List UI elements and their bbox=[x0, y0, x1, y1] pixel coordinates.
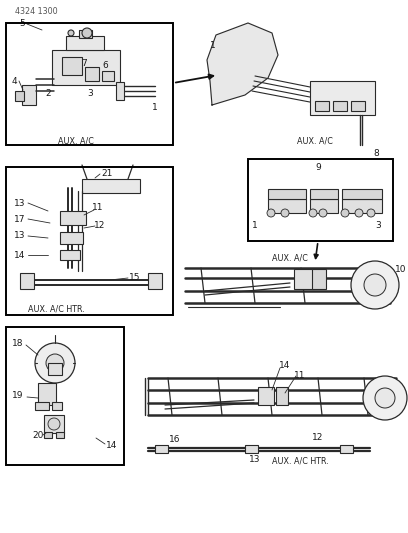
Text: 2: 2 bbox=[45, 88, 51, 98]
Text: 12: 12 bbox=[312, 433, 324, 442]
Bar bbox=[294, 269, 314, 289]
Circle shape bbox=[46, 354, 64, 372]
Text: 8: 8 bbox=[373, 149, 379, 157]
Text: 13: 13 bbox=[14, 198, 26, 207]
Bar bbox=[148, 273, 162, 289]
Text: 18: 18 bbox=[12, 338, 24, 348]
Bar bbox=[248, 159, 393, 241]
Text: 10: 10 bbox=[395, 265, 407, 274]
Bar bbox=[315, 101, 329, 111]
Circle shape bbox=[351, 261, 399, 309]
Text: 6: 6 bbox=[102, 61, 108, 69]
Text: 3: 3 bbox=[375, 221, 381, 230]
Text: 5: 5 bbox=[19, 19, 25, 28]
Text: 17: 17 bbox=[14, 214, 26, 223]
Text: 1: 1 bbox=[210, 42, 216, 51]
Bar bbox=[342, 189, 382, 199]
Text: 1: 1 bbox=[152, 103, 158, 112]
Circle shape bbox=[48, 418, 60, 430]
Bar bbox=[48, 363, 62, 375]
Text: AUX. A/C HTR.: AUX. A/C HTR. bbox=[272, 456, 328, 465]
Bar bbox=[44, 415, 64, 433]
Text: 15: 15 bbox=[129, 273, 141, 282]
Bar bbox=[245, 445, 258, 453]
Bar bbox=[312, 269, 326, 289]
Bar bbox=[155, 445, 168, 453]
Text: AUX. A/C: AUX. A/C bbox=[272, 254, 308, 262]
Bar bbox=[82, 179, 140, 193]
Text: 13: 13 bbox=[249, 455, 261, 464]
Bar bbox=[342, 199, 382, 213]
Text: 14: 14 bbox=[14, 251, 26, 260]
Bar bbox=[79, 30, 92, 38]
Bar bbox=[6, 327, 124, 465]
Circle shape bbox=[341, 209, 349, 217]
Circle shape bbox=[375, 388, 395, 408]
Bar bbox=[52, 402, 62, 410]
Bar bbox=[258, 387, 274, 405]
Text: AUX. A/C: AUX. A/C bbox=[58, 136, 94, 146]
Circle shape bbox=[35, 343, 75, 383]
Circle shape bbox=[364, 274, 386, 296]
Text: 20: 20 bbox=[32, 432, 44, 440]
Circle shape bbox=[367, 209, 375, 217]
Bar bbox=[38, 383, 56, 405]
Bar bbox=[116, 82, 124, 100]
Bar bbox=[60, 232, 83, 244]
Circle shape bbox=[363, 376, 407, 420]
Polygon shape bbox=[207, 23, 278, 105]
Text: 21: 21 bbox=[101, 168, 113, 177]
Text: 16: 16 bbox=[169, 435, 181, 445]
Bar bbox=[276, 387, 288, 405]
Bar bbox=[35, 402, 49, 410]
Circle shape bbox=[355, 209, 363, 217]
Circle shape bbox=[82, 28, 92, 38]
Bar bbox=[85, 67, 99, 81]
Bar bbox=[20, 273, 34, 289]
Bar bbox=[102, 71, 114, 81]
Text: 11: 11 bbox=[294, 370, 306, 379]
Text: AUX. A/C HTR.: AUX. A/C HTR. bbox=[28, 304, 85, 313]
Bar bbox=[6, 23, 173, 145]
Bar bbox=[62, 57, 82, 75]
Bar bbox=[268, 199, 306, 213]
Bar bbox=[52, 50, 120, 85]
Bar bbox=[22, 85, 36, 105]
Circle shape bbox=[281, 209, 289, 217]
Text: 7: 7 bbox=[81, 59, 87, 68]
Bar bbox=[44, 432, 52, 438]
Circle shape bbox=[267, 209, 275, 217]
Bar bbox=[60, 250, 80, 260]
Bar bbox=[56, 432, 64, 438]
Circle shape bbox=[319, 209, 327, 217]
Bar bbox=[66, 36, 104, 50]
Text: 4: 4 bbox=[11, 77, 17, 85]
Text: 14: 14 bbox=[279, 361, 290, 370]
Text: 3: 3 bbox=[87, 88, 93, 98]
Text: 12: 12 bbox=[94, 221, 106, 230]
Bar bbox=[351, 101, 365, 111]
Text: 13: 13 bbox=[14, 231, 26, 240]
Circle shape bbox=[68, 30, 74, 36]
Text: 9: 9 bbox=[315, 164, 321, 173]
Bar bbox=[60, 211, 86, 225]
Text: 19: 19 bbox=[12, 392, 24, 400]
Text: 14: 14 bbox=[106, 440, 118, 449]
Text: AUX. A/C: AUX. A/C bbox=[297, 136, 333, 146]
Bar bbox=[310, 199, 338, 213]
Bar bbox=[310, 81, 375, 115]
Text: 4324 1300: 4324 1300 bbox=[15, 7, 58, 16]
Bar bbox=[310, 189, 338, 199]
Bar bbox=[15, 91, 24, 101]
Text: 11: 11 bbox=[92, 204, 104, 213]
Bar bbox=[333, 101, 347, 111]
Bar bbox=[6, 167, 173, 315]
Bar bbox=[340, 445, 353, 453]
Circle shape bbox=[309, 209, 317, 217]
Bar bbox=[268, 189, 306, 199]
Text: 1: 1 bbox=[252, 221, 258, 230]
